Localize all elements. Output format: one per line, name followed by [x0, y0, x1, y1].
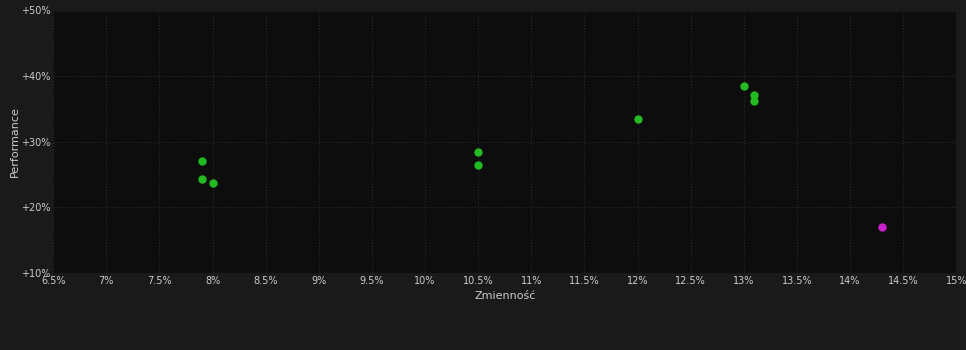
- Y-axis label: Performance: Performance: [11, 106, 20, 177]
- Point: [470, 162, 486, 168]
- Point: [194, 159, 210, 164]
- Point: [874, 224, 890, 230]
- Point: [205, 180, 220, 186]
- Point: [747, 92, 762, 97]
- X-axis label: Zmienność: Zmienność: [474, 291, 535, 301]
- Point: [630, 117, 645, 122]
- Point: [470, 149, 486, 154]
- Point: [194, 176, 210, 182]
- Point: [736, 83, 752, 89]
- Point: [747, 98, 762, 104]
